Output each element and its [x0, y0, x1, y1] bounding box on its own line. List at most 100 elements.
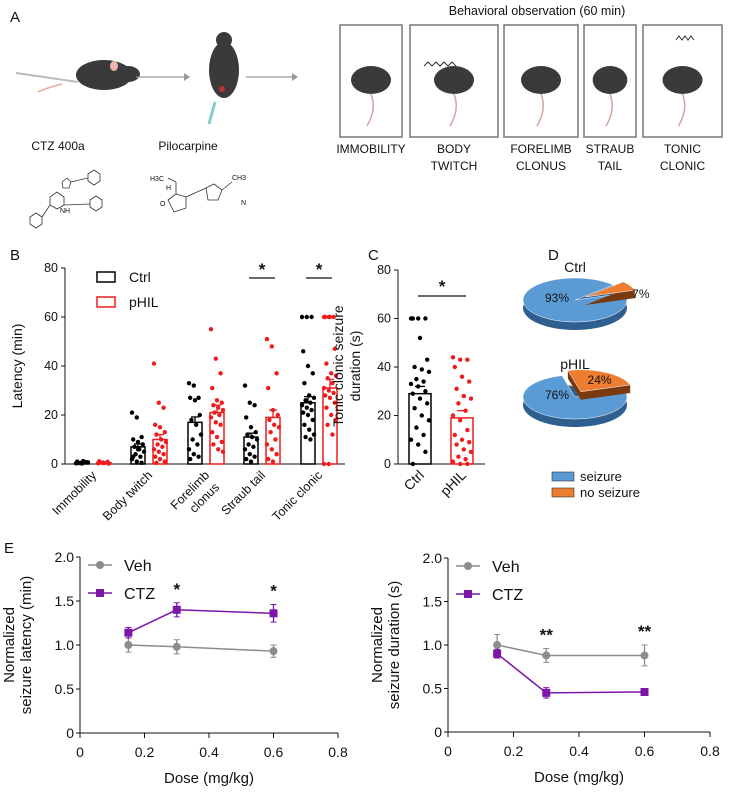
- data-point: [135, 447, 141, 452]
- nh-label: NH: [60, 208, 70, 215]
- data-point: [323, 393, 328, 398]
- panel-label-c: C: [368, 247, 379, 264]
- data-point: [217, 412, 222, 418]
- data-point: [266, 456, 271, 462]
- panel-e-latency-chart: 0 0.5 1.0 1.5 2.0 0 0.2 0.4 0.6 0.8 Dose (mg/kg) No…: [1, 549, 348, 787]
- legend-marker: [464, 590, 472, 598]
- data-point: [160, 444, 165, 450]
- data-point: [454, 386, 459, 392]
- data-point: [210, 429, 215, 435]
- data-point: [248, 459, 254, 464]
- data-point: [331, 390, 336, 396]
- category-label: Straub tail: [218, 468, 268, 518]
- data-point: [247, 400, 252, 405]
- legend-label: CTZ: [124, 586, 155, 603]
- panel-a: Behavioral observation (60 min) CTZ 400a…: [15, 4, 723, 229]
- data-point: [252, 454, 257, 459]
- data-point: [131, 454, 136, 459]
- twitch-mark-icon: [675, 35, 695, 41]
- category-label: Immobility: [49, 468, 99, 518]
- data-point: [252, 403, 257, 408]
- y-tick-label: 1.5: [423, 594, 443, 610]
- significance-star: **: [540, 625, 554, 644]
- data-point: [326, 388, 331, 393]
- data-point: [274, 452, 279, 457]
- behavior-label: TONIC: [664, 142, 701, 156]
- behavior-box: [339, 24, 403, 138]
- mouse-tail-icon: [366, 93, 374, 127]
- significance-star: **: [638, 622, 652, 641]
- data-point: [219, 439, 224, 445]
- data-point: [154, 460, 159, 465]
- data-point: [162, 459, 167, 464]
- data-point: [324, 405, 329, 410]
- data-point: [465, 357, 470, 362]
- data-point: [416, 316, 421, 321]
- x-tick-label: 0.2: [504, 743, 524, 759]
- significance-star: *: [316, 260, 323, 279]
- data-point: [308, 437, 313, 442]
- marker-square: [640, 687, 649, 696]
- data-point: [251, 444, 256, 450]
- data-point: [189, 417, 194, 423]
- series-line-ctz: [128, 609, 274, 634]
- data-point: [310, 417, 315, 423]
- data-point: [333, 417, 339, 423]
- y-tick-label: 60: [377, 312, 391, 326]
- data-point: [456, 401, 461, 406]
- data-point: [414, 425, 419, 430]
- pie-title: Ctrl: [564, 259, 586, 275]
- data-point: [162, 429, 167, 435]
- data-point: [327, 314, 333, 320]
- data-point: [421, 379, 426, 384]
- data-point: [269, 344, 274, 349]
- data-point: [214, 398, 220, 403]
- x-tick-label: 0.6: [635, 743, 655, 759]
- behavior-label: STRAUB: [586, 142, 635, 156]
- data-point: [303, 398, 308, 403]
- o-label: O: [160, 201, 166, 208]
- mouse-icon: [521, 66, 561, 94]
- marker-circle: [542, 651, 551, 660]
- pie-percent-label: 93%: [545, 291, 569, 305]
- marker-square: [542, 688, 551, 697]
- data-point: [305, 363, 311, 369]
- category-label: pHIL: [437, 467, 469, 499]
- mouse-tail-icon: [605, 93, 613, 127]
- x-tick-label: 0.4: [569, 743, 589, 759]
- category-label: Ctrl: [400, 467, 427, 494]
- data-point: [458, 357, 463, 362]
- behavior-label: IMMOBILITY: [336, 142, 405, 156]
- step-ctz-label: CTZ 400a: [31, 139, 85, 153]
- data-point: [467, 379, 472, 384]
- data-point: [326, 461, 331, 467]
- data-point: [198, 432, 204, 437]
- data-point: [188, 456, 193, 462]
- data-point: [218, 371, 223, 376]
- data-point: [134, 415, 139, 420]
- mouse-icon: [37, 60, 140, 93]
- legend-marker: [464, 562, 472, 570]
- x-tick-label: 0.2: [135, 744, 155, 760]
- data-point: [85, 460, 91, 465]
- y-tick-label: 80: [44, 261, 58, 275]
- data-point: [458, 418, 463, 423]
- data-point: [311, 395, 317, 401]
- significance-star: *: [270, 582, 277, 601]
- marker-square: [269, 609, 278, 618]
- data-point: [303, 434, 308, 440]
- data-point: [266, 385, 271, 391]
- data-point: [216, 447, 221, 452]
- data-point: [330, 380, 335, 386]
- data-point: [138, 454, 143, 459]
- data-point: [426, 418, 432, 423]
- data-point: [155, 442, 160, 447]
- data-point: [308, 400, 313, 405]
- series-line-veh: [128, 644, 274, 652]
- x-tick-label: 0.8: [700, 743, 720, 759]
- legend-swatch: [96, 271, 116, 283]
- data-point: [330, 432, 335, 437]
- mouse-icon: [434, 66, 474, 94]
- data-point: [423, 316, 428, 321]
- behavior-label: TAIL: [598, 159, 623, 173]
